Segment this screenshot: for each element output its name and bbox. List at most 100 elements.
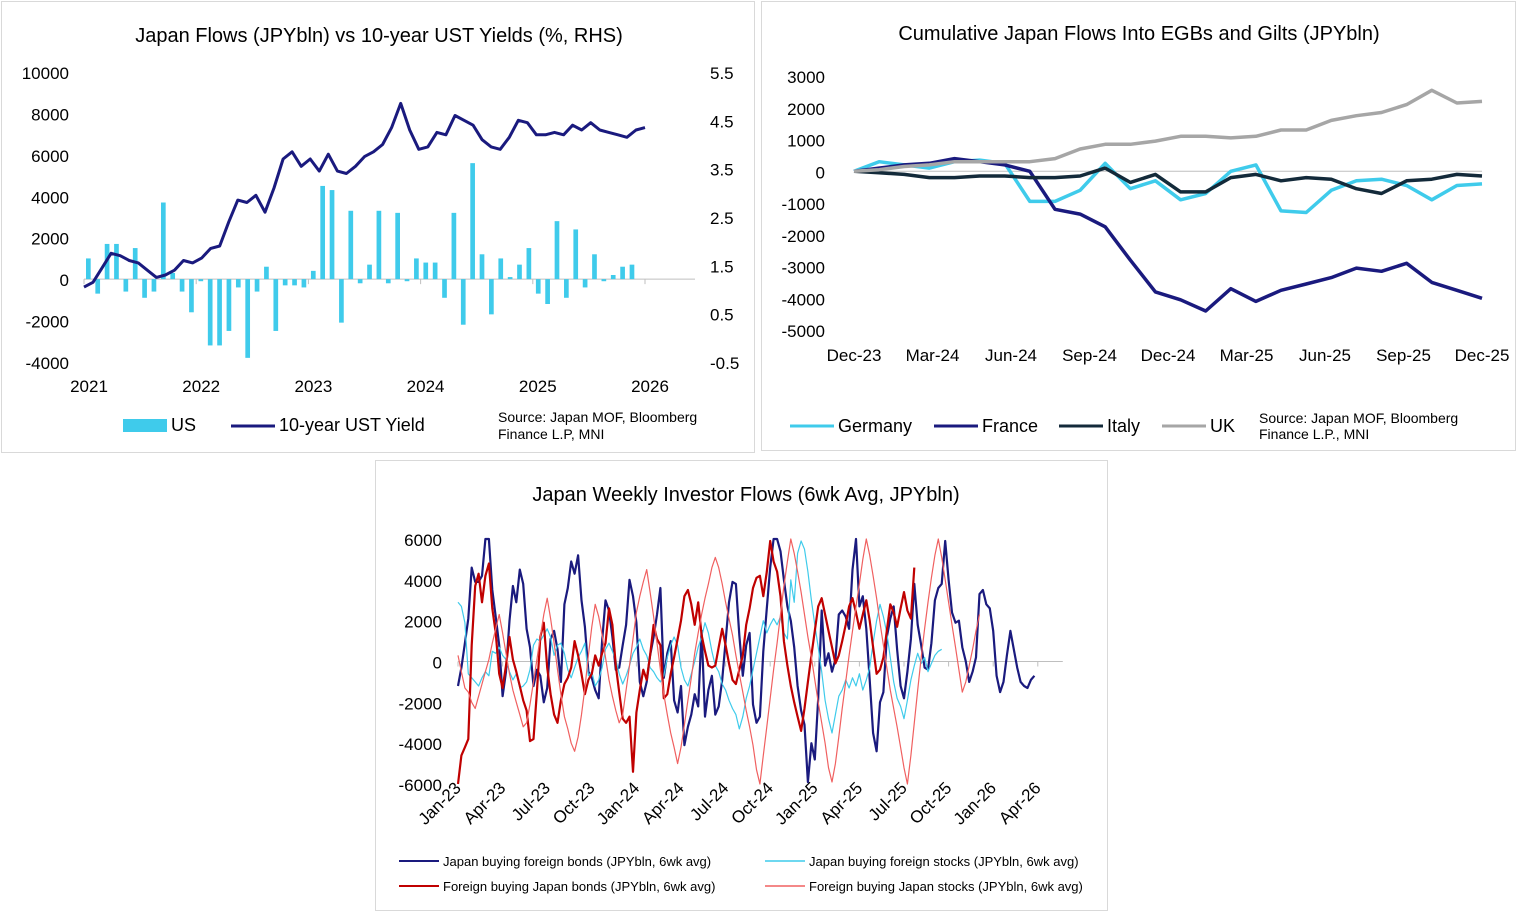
- x-tick-label: Sep-25: [1376, 346, 1431, 365]
- y-right-tick-label: 0.5: [710, 306, 734, 325]
- y-tick-label: -2000: [399, 694, 442, 713]
- x-tick-label: Apr-24: [638, 778, 688, 828]
- y-tick-label: 2000: [787, 100, 825, 119]
- bar-us: [601, 279, 607, 282]
- bar-us: [498, 258, 504, 280]
- line-foreign-buying-japan-stocks-jpybln-6wk-avg: [457, 538, 981, 785]
- bar-us: [507, 277, 513, 280]
- bar-us: [170, 272, 176, 280]
- y-right-tick-label: 4.5: [710, 112, 734, 131]
- legend-label-jp-foreign-bonds: Japan buying foreign bonds (JPYbln, 6wk …: [443, 854, 711, 869]
- y-tick-label: 4000: [404, 572, 442, 591]
- y-tick-label: -4000: [399, 735, 442, 754]
- y-left-tick-label: -2000: [26, 313, 69, 332]
- y-left-tick-label: 4000: [31, 188, 69, 207]
- bar-us: [629, 264, 635, 280]
- chart-panel-us-flows: Japan Flows (JPYbln) vs 10-year UST Yiel…: [1, 1, 755, 453]
- y-left-tick-label: 6000: [31, 147, 69, 166]
- line-10-year-ust-yield: [83, 101, 646, 289]
- x-tick-label: Apr-23: [460, 778, 510, 828]
- y-tick-label: 3000: [787, 68, 825, 87]
- bar-us: [423, 262, 429, 280]
- x-tick-label: Oct-25: [906, 778, 956, 828]
- y-left-tick-label: 10000: [22, 64, 69, 83]
- bar-us: [395, 212, 400, 280]
- line-japan-buying-foreign-bonds-jpybln-6wk-avg: [456, 537, 1036, 784]
- bar-us: [376, 210, 382, 280]
- x-tick-label: Jul-24: [686, 778, 732, 824]
- bar-us: [114, 243, 119, 280]
- x-tick-label: Jun-25: [1299, 346, 1351, 365]
- bar-us: [179, 279, 185, 292]
- bar-us: [526, 248, 532, 280]
- bar-us: [189, 279, 194, 313]
- line-uk: [853, 88, 1483, 174]
- bar-us: [582, 279, 588, 288]
- x-tick-label: 2024: [407, 377, 445, 396]
- chart-us-flows-vs-yields: Japan Flows (JPYbln) vs 10-year UST Yiel…: [22, 25, 740, 442]
- legend-label-us: US: [171, 415, 196, 435]
- y-right-tick-label: 3.5: [710, 161, 734, 180]
- y-tick-label: -2000: [782, 227, 825, 246]
- bar-us: [282, 279, 288, 286]
- y-tick-label: -3000: [782, 259, 825, 278]
- legend-label-jp-foreign-stocks: Japan buying foreign stocks (JPYbln, 6wk…: [809, 854, 1079, 869]
- chart-title: Japan Weekly Investor Flows (6wk Avg, JP…: [532, 484, 959, 506]
- bar-us: [123, 279, 129, 292]
- line-series: [853, 88, 1483, 313]
- line-france: [853, 156, 1483, 313]
- y-right-tick-label: 2.5: [710, 209, 734, 228]
- line-germany: [853, 158, 1483, 215]
- bar-us: [320, 185, 326, 280]
- line-series: [83, 101, 646, 289]
- y-left-tick-label: -4000: [26, 354, 69, 373]
- bar-us: [339, 279, 344, 323]
- bar-us: [385, 279, 391, 284]
- x-tick-label: Apr-26: [995, 778, 1045, 828]
- x-tick-label: 2025: [519, 377, 557, 396]
- x-tick-label: Dec-23: [827, 346, 882, 365]
- bar-us: [517, 264, 522, 280]
- y-tick-label: -5000: [782, 322, 825, 341]
- bar-us: [489, 279, 494, 315]
- chart-panel-weekly-flows: Japan Weekly Investor Flows (6wk Avg, JP…: [375, 460, 1108, 911]
- y-right-tick-label: 5.5: [710, 64, 734, 83]
- bar-us: [160, 202, 166, 280]
- y-tick-label: 6000: [404, 531, 442, 550]
- bar-us: [207, 279, 213, 346]
- legend: US 10-year UST Yield: [123, 415, 425, 435]
- x-tick-label: Jul-25: [865, 778, 911, 824]
- line-italy: [853, 166, 1483, 196]
- x-tick-label: Jan-26: [950, 778, 1000, 828]
- x-tick-label: Jun-24: [985, 346, 1037, 365]
- source-line-1: Source: Japan MOF, Bloomberg: [1259, 410, 1458, 426]
- x-tick-label: Mar-24: [906, 346, 960, 365]
- bar-us: [86, 258, 91, 280]
- source-line-2: Finance L.P., MNI: [1259, 426, 1369, 442]
- x-tick-label: Dec-24: [1141, 346, 1196, 365]
- bar-us: [142, 279, 147, 298]
- legend-label-france: France: [982, 416, 1038, 436]
- legend-swatch-us: [123, 419, 167, 432]
- bar-us: [535, 279, 541, 294]
- line-japan-buying-foreign-stocks-jpybln-6wk-avg: [457, 540, 943, 734]
- legend-label-foreign-jp-stocks: Foreign buying Japan stocks (JPYbln, 6wk…: [809, 879, 1083, 894]
- bar-us: [264, 266, 269, 280]
- axes: 6000400020000-2000-4000-6000Jan-23Apr-23…: [399, 531, 1063, 829]
- x-tick-label: Mar-25: [1220, 346, 1274, 365]
- chart-panel-egb-gilts: Cumulative Japan Flows Into EGBs and Gil…: [761, 1, 1516, 451]
- bar-us: [451, 212, 457, 280]
- x-tick-label: Oct-23: [549, 778, 599, 828]
- y-tick-label: 0: [816, 163, 825, 182]
- legend: Japan buying foreign bonds (JPYbln, 6wk …: [399, 854, 1083, 894]
- bar-series-us: [86, 163, 635, 358]
- bar-us: [273, 279, 279, 331]
- y-tick-label: -4000: [782, 290, 825, 309]
- bar-us: [254, 279, 260, 292]
- legend-label-yield: 10-year UST Yield: [279, 415, 425, 435]
- x-tick-label: Jan-25: [771, 778, 821, 828]
- bar-us: [414, 258, 419, 280]
- legend-label-italy: Italy: [1107, 416, 1140, 436]
- legend-label-uk: UK: [1210, 416, 1235, 436]
- bar-us: [592, 254, 597, 280]
